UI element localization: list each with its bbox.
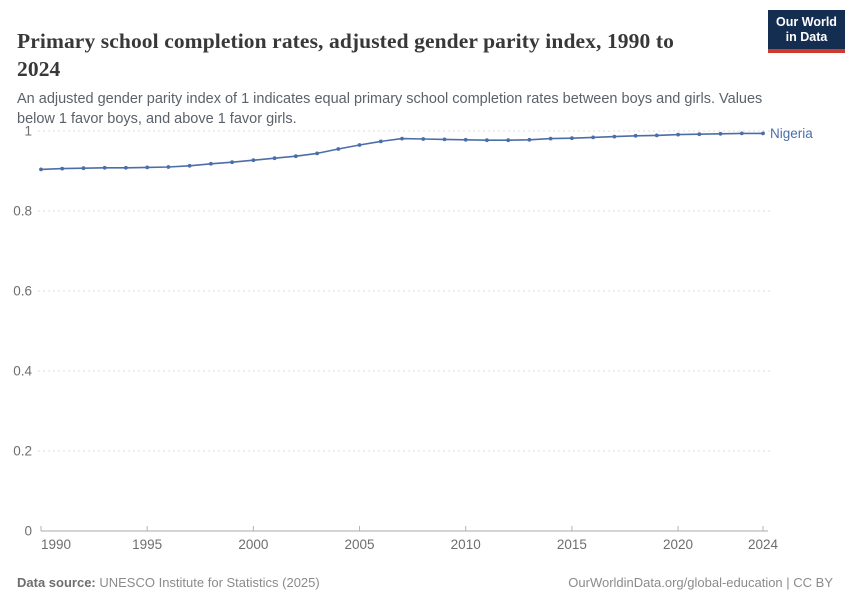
series-end-label[interactable]: Nigeria — [770, 126, 813, 141]
data-point[interactable] — [230, 160, 235, 165]
x-axis-tick-label: 2024 — [748, 537, 779, 552]
data-point[interactable] — [718, 131, 723, 136]
data-point[interactable] — [39, 167, 43, 172]
data-point[interactable] — [633, 133, 638, 138]
data-point[interactable] — [697, 132, 702, 137]
data-point[interactable] — [570, 136, 574, 141]
data-point[interactable] — [209, 161, 213, 166]
data-point[interactable] — [676, 132, 680, 137]
x-axis-tick-label: 2010 — [451, 537, 481, 552]
data-point[interactable] — [612, 134, 617, 139]
data-point[interactable] — [315, 151, 319, 156]
data-point[interactable] — [421, 137, 426, 141]
y-axis-tick-label: 0.6 — [13, 284, 32, 299]
y-axis-tick-label: 0.8 — [13, 204, 32, 219]
chart-subtitle: An adjusted gender parity index of 1 ind… — [17, 90, 763, 128]
y-axis-tick-label: 1 — [24, 124, 32, 139]
data-point[interactable] — [60, 166, 65, 171]
owid-logo-line1: Our World — [776, 15, 837, 29]
x-axis-tick-label: 1995 — [132, 537, 162, 552]
data-point[interactable] — [548, 136, 553, 141]
data-source-note: Data source: UNESCO Institute for Statis… — [17, 575, 320, 590]
y-axis-tick-label: 0.4 — [13, 364, 32, 379]
y-axis-tick-label: 0.2 — [13, 444, 32, 459]
data-point[interactable] — [442, 137, 447, 142]
data-point[interactable] — [293, 154, 298, 159]
data-point[interactable] — [81, 166, 86, 171]
data-point[interactable] — [527, 137, 532, 142]
data-point[interactable] — [463, 137, 468, 142]
footer-credit-link[interactable]: OurWorldinData.org/global-education | CC… — [568, 575, 833, 590]
owid-logo-line2: in Data — [785, 30, 828, 44]
owid-logo-red-bar — [768, 49, 845, 53]
data-point[interactable] — [251, 158, 256, 163]
owid-logo[interactable]: Our World in Data — [768, 10, 845, 53]
y-axis-tick-label: 0 — [24, 524, 32, 539]
data-point[interactable] — [272, 156, 277, 161]
chart-canvas[interactable]: 0 0.2 0.4 0.6 0.8 1 1990 1995 2000 2005 2010 2015 20… — [0, 110, 850, 555]
data-point[interactable] — [654, 133, 659, 138]
data-point[interactable] — [761, 131, 765, 136]
data-point[interactable] — [739, 131, 744, 136]
chart-footer: Data source: UNESCO Institute for Statis… — [0, 575, 850, 590]
data-point[interactable] — [378, 139, 383, 144]
x-axis-tick-label: 2000 — [238, 537, 268, 552]
data-point[interactable] — [485, 138, 489, 143]
chart-area: 0 0.2 0.4 0.6 0.8 1 1990 1995 2000 2005 2010 2015 20… — [0, 110, 850, 555]
data-point[interactable] — [102, 165, 107, 170]
data-point[interactable] — [591, 135, 595, 140]
x-axis-tick-label: 2020 — [663, 537, 693, 552]
data-point[interactable] — [145, 165, 150, 170]
data-point[interactable] — [187, 163, 192, 168]
owid-logo-box: Our World in Data — [768, 10, 845, 49]
data-point[interactable] — [336, 147, 341, 151]
data-point[interactable] — [357, 143, 362, 147]
data-point[interactable] — [506, 138, 511, 143]
data-point[interactable] — [400, 136, 404, 141]
data-point[interactable] — [124, 165, 128, 170]
data-point[interactable] — [166, 165, 171, 169]
data-source-text: UNESCO Institute for Statistics (2025) — [95, 575, 320, 590]
page-title: Primary school completion rates, adjuste… — [17, 29, 674, 81]
data-source-label: Data source: — [17, 575, 96, 590]
x-axis-tick-label: 2015 — [557, 537, 587, 552]
x-axis-tick-label: 2005 — [345, 537, 375, 552]
x-axis-tick-label: 1990 — [41, 537, 71, 552]
